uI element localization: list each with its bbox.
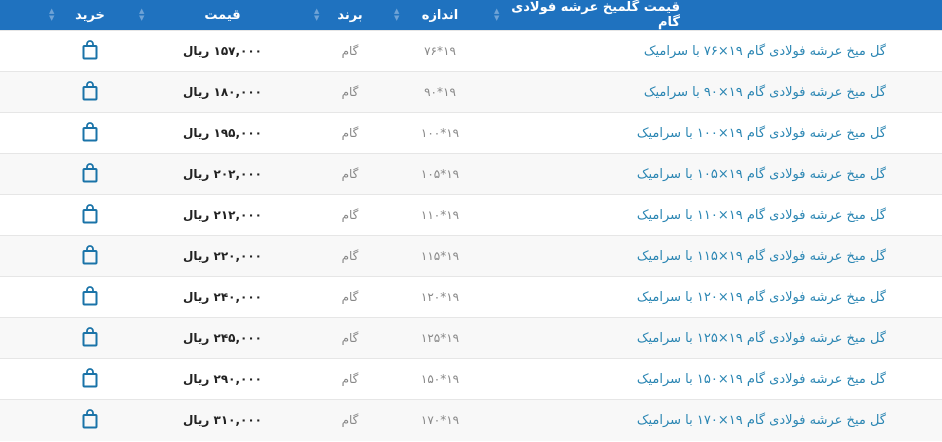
price-cell: ۲۹۰,۰۰۰ ریال [135, 358, 310, 400]
buy-cell [45, 399, 135, 441]
header-title[interactable]: قیمت گلمیخ عرشه فولادی گام ▲ ▼ [490, 0, 942, 31]
brand-cell: گام [310, 358, 390, 400]
header-spacer [0, 0, 45, 31]
shopping-bag-icon[interactable] [82, 326, 98, 350]
shopping-bag-icon[interactable] [82, 39, 98, 63]
header-brand[interactable]: برند ▲ ▼ [310, 0, 390, 31]
brand-cell: گام [310, 276, 390, 318]
table-row: گل میخ عرشه فولادی گام ۱۹×۱۱۵ با سرامیک … [0, 235, 942, 277]
buy-cell [45, 194, 135, 236]
spacer-cell [0, 71, 45, 113]
buy-cell [45, 153, 135, 195]
shopping-bag-icon[interactable] [82, 285, 98, 309]
brand-cell: گام [310, 71, 390, 113]
table-row: گل میخ عرشه فولادی گام ۱۹×۱۲۵ با سرامیک … [0, 317, 942, 359]
table-row: گل میخ عرشه فولادی گام ۱۹×۱۵۰ با سرامیک … [0, 358, 942, 400]
size-cell: ۱۹*۱۰۰ [390, 112, 490, 154]
brand-cell: گام [310, 235, 390, 277]
product-link[interactable]: گل میخ عرشه فولادی گام ۱۹×۱۷۰ با سرامیک [490, 399, 942, 441]
buy-cell [45, 358, 135, 400]
shopping-bag-icon[interactable] [82, 367, 98, 391]
table-row: گل میخ عرشه فولادی گام ۱۹×۱۰۵ با سرامیک … [0, 153, 942, 195]
shopping-bag-icon[interactable] [82, 80, 98, 104]
spacer-cell [0, 276, 45, 318]
buy-cell [45, 317, 135, 359]
price-cell: ۲۰۲,۰۰۰ ریال [135, 153, 310, 195]
price-cell: ۱۸۰,۰۰۰ ریال [135, 71, 310, 113]
size-cell: ۱۹*۱۷۰ [390, 399, 490, 441]
price-cell: ۱۹۵,۰۰۰ ریال [135, 112, 310, 154]
spacer-cell [0, 317, 45, 359]
sort-icon[interactable]: ▲ ▼ [394, 7, 400, 22]
buy-cell [45, 30, 135, 72]
header-buy[interactable]: خرید ▲ ▼ [45, 0, 135, 31]
size-cell: ۱۹*۱۵۰ [390, 358, 490, 400]
price-cell: ۲۴۰,۰۰۰ ریال [135, 276, 310, 318]
size-cell: ۱۹*۱۱۵ [390, 235, 490, 277]
price-cell: ۲۴۵,۰۰۰ ریال [135, 317, 310, 359]
sort-icon[interactable]: ▲ ▼ [49, 7, 55, 22]
spacer-cell [0, 194, 45, 236]
table-row: گل میخ عرشه فولادی گام ۱۹×۱۲۰ با سرامیک … [0, 276, 942, 318]
price-cell: ۲۱۲,۰۰۰ ریال [135, 194, 310, 236]
spacer-cell [0, 112, 45, 154]
sort-icon[interactable]: ▲ ▼ [494, 7, 500, 22]
header-size[interactable]: اندازه ▲ ▼ [390, 0, 490, 31]
buy-cell [45, 276, 135, 318]
shopping-bag-icon[interactable] [82, 121, 98, 145]
product-link[interactable]: گل میخ عرشه فولادی گام ۱۹×۱۱۵ با سرامیک [490, 235, 942, 277]
shopping-bag-icon[interactable] [82, 203, 98, 227]
spacer-cell [0, 30, 45, 72]
product-link[interactable]: گل میخ عرشه فولادی گام ۱۹×۱۲۵ با سرامیک [490, 317, 942, 359]
buy-cell [45, 235, 135, 277]
size-cell: ۱۹*۱۱۰ [390, 194, 490, 236]
size-cell: ۱۹*۱۲۰ [390, 276, 490, 318]
product-link[interactable]: گل میخ عرشه فولادی گام ۱۹×۱۵۰ با سرامیک [490, 358, 942, 400]
sort-icon[interactable]: ▲ ▼ [139, 7, 145, 22]
brand-cell: گام [310, 112, 390, 154]
buy-cell [45, 71, 135, 113]
sort-icon[interactable]: ▲ ▼ [314, 7, 320, 22]
size-cell: ۱۹*۹۰ [390, 71, 490, 113]
spacer-cell [0, 358, 45, 400]
brand-cell: گام [310, 153, 390, 195]
header-price[interactable]: قیمت ▲ ▼ [135, 0, 310, 31]
size-cell: ۱۹*۱۰۵ [390, 153, 490, 195]
table-row: گل میخ عرشه فولادی گام ۱۹×۹۰ با سرامیک ۱… [0, 71, 942, 113]
table-row: گل میخ عرشه فولادی گام ۱۹×۱۰۰ با سرامیک … [0, 112, 942, 154]
spacer-cell [0, 235, 45, 277]
table-row: گل میخ عرشه فولادی گام ۱۹×۱۷۰ با سرامیک … [0, 399, 942, 441]
product-link[interactable]: گل میخ عرشه فولادی گام ۱۹×۹۰ با سرامیک [490, 71, 942, 113]
spacer-cell [0, 399, 45, 441]
brand-cell: گام [310, 30, 390, 72]
product-link[interactable]: گل میخ عرشه فولادی گام ۱۹×۱۰۰ با سرامیک [490, 112, 942, 154]
table-row: گل میخ عرشه فولادی گام ۱۹×۷۶ با سرامیک ۱… [0, 30, 942, 72]
price-cell: ۲۲۰,۰۰۰ ریال [135, 235, 310, 277]
brand-cell: گام [310, 317, 390, 359]
shopping-bag-icon[interactable] [82, 162, 98, 186]
brand-cell: گام [310, 194, 390, 236]
size-cell: ۱۹*۱۲۵ [390, 317, 490, 359]
shopping-bag-icon[interactable] [82, 244, 98, 268]
product-link[interactable]: گل میخ عرشه فولادی گام ۱۹×۷۶ با سرامیک [490, 30, 942, 72]
size-cell: ۱۹*۷۶ [390, 30, 490, 72]
shopping-bag-icon[interactable] [82, 408, 98, 432]
buy-cell [45, 112, 135, 154]
brand-cell: گام [310, 399, 390, 441]
product-link[interactable]: گل میخ عرشه فولادی گام ۱۹×۱۱۰ با سرامیک [490, 194, 942, 236]
spacer-cell [0, 153, 45, 195]
price-cell: ۳۱۰,۰۰۰ ریال [135, 399, 310, 441]
product-link[interactable]: گل میخ عرشه فولادی گام ۱۹×۱۰۵ با سرامیک [490, 153, 942, 195]
product-link[interactable]: گل میخ عرشه فولادی گام ۱۹×۱۲۰ با سرامیک [490, 276, 942, 318]
price-cell: ۱۵۷,۰۰۰ ریال [135, 30, 310, 72]
table-row: گل میخ عرشه فولادی گام ۱۹×۱۱۰ با سرامیک … [0, 194, 942, 236]
